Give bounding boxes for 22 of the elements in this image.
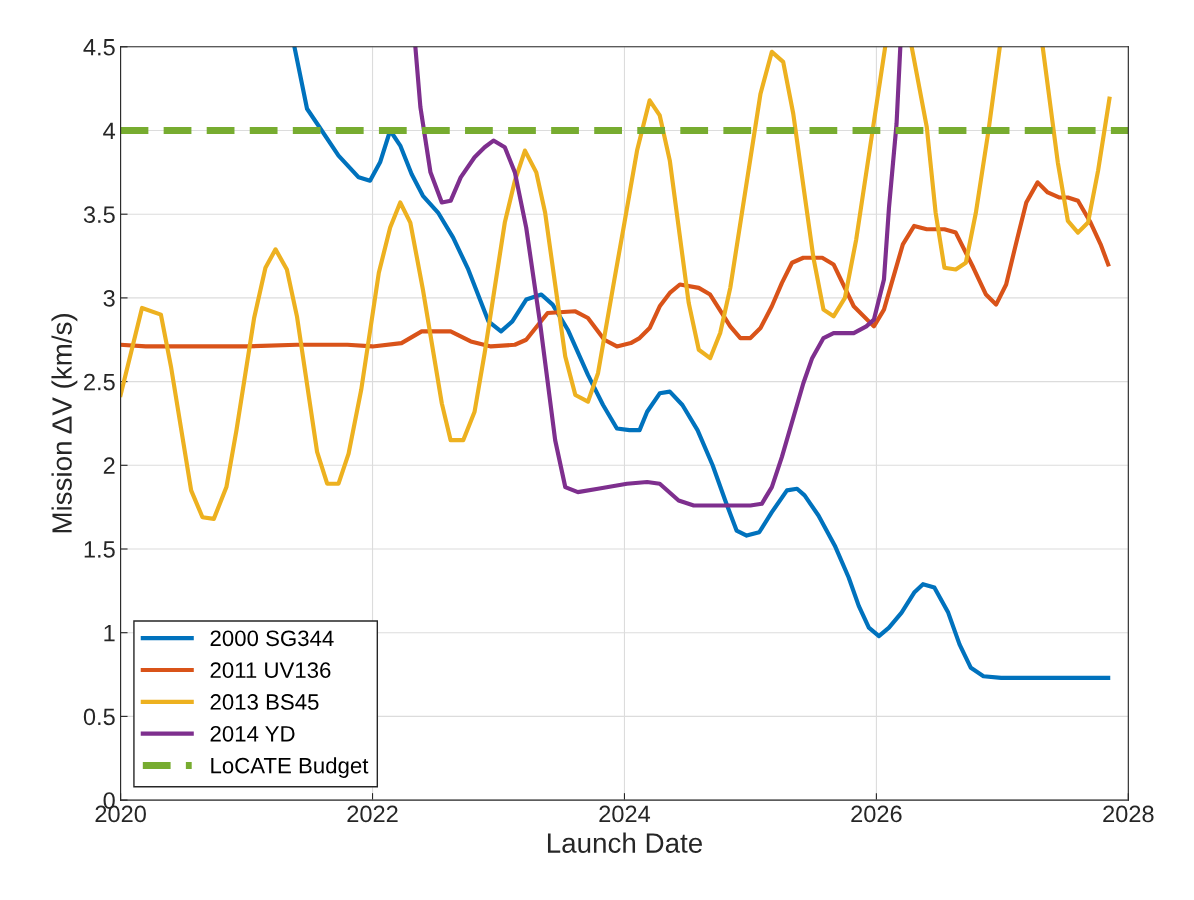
line-series	[413, 46, 903, 508]
x-tick-label: 2022	[347, 805, 398, 823]
legend-label: 2013 BS45	[210, 694, 319, 710]
line-series	[120, 180, 1111, 349]
legend-label: 2014 YD	[210, 725, 295, 742]
y-tick-label: 1	[104, 625, 115, 642]
legend-label: LoCATE Budget	[211, 757, 369, 778]
y-tick-label: 4.5	[83, 39, 115, 56]
legend-label: 2011 UV136	[210, 662, 331, 679]
y-tick-label: 4	[103, 122, 116, 140]
y-tick-label: 3	[103, 289, 115, 307]
x-tick-label: 2028	[1103, 805, 1154, 823]
y-tick-label: 2	[103, 457, 115, 474]
x-tick-label: 2026	[851, 805, 902, 823]
y-tick-label: 0.5	[83, 708, 115, 726]
y-tick-label: 2.5	[84, 373, 115, 391]
y-tick-label: 3.5	[83, 206, 115, 223]
legend-label: 2000 SG344	[210, 630, 334, 647]
y-tick-label: 1.5	[84, 541, 115, 558]
x-axis-title: Launch Date	[547, 832, 702, 853]
y-axis-title: Mission ΔV (km/s)	[51, 314, 78, 533]
x-tick-label: 2024	[599, 805, 651, 823]
